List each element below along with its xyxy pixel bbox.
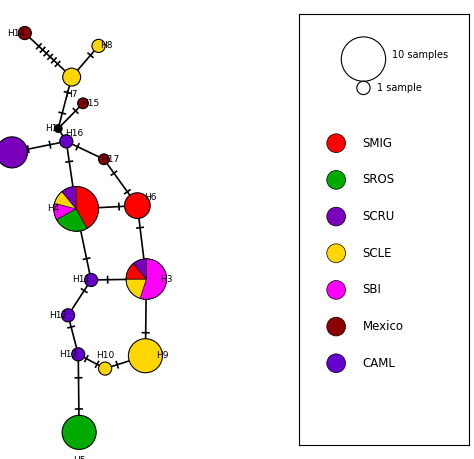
Text: H5: H5: [73, 456, 85, 459]
Text: H1: H1: [46, 124, 58, 133]
Text: H12: H12: [49, 311, 68, 320]
Ellipse shape: [62, 309, 75, 322]
Ellipse shape: [60, 135, 73, 148]
Text: H3: H3: [160, 274, 173, 284]
Text: Mexico: Mexico: [363, 320, 403, 333]
Ellipse shape: [327, 354, 346, 373]
Polygon shape: [62, 186, 76, 209]
Text: H17: H17: [101, 155, 119, 164]
Text: H11: H11: [73, 275, 91, 285]
Text: H6: H6: [144, 193, 156, 202]
Polygon shape: [54, 203, 76, 220]
Text: H7: H7: [65, 90, 78, 99]
Ellipse shape: [63, 68, 81, 86]
Text: SCRU: SCRU: [363, 210, 395, 223]
Text: SMIG: SMIG: [363, 137, 392, 150]
Ellipse shape: [327, 134, 346, 152]
Text: H10: H10: [96, 351, 114, 360]
Text: H4: H4: [46, 204, 59, 213]
Text: H16: H16: [64, 129, 83, 138]
Ellipse shape: [62, 415, 96, 449]
Text: 1 sample: 1 sample: [377, 83, 422, 93]
Ellipse shape: [99, 362, 112, 375]
Text: H9: H9: [156, 351, 169, 360]
Ellipse shape: [327, 207, 346, 226]
Text: SCLE: SCLE: [363, 247, 392, 260]
Ellipse shape: [0, 137, 27, 168]
Ellipse shape: [128, 339, 163, 373]
Ellipse shape: [125, 193, 150, 218]
Polygon shape: [56, 209, 87, 231]
Text: 10 samples: 10 samples: [392, 50, 448, 60]
Text: H14: H14: [7, 28, 25, 38]
Text: SROS: SROS: [363, 174, 395, 186]
Ellipse shape: [55, 125, 62, 132]
Polygon shape: [76, 186, 99, 229]
Ellipse shape: [357, 81, 370, 95]
Ellipse shape: [99, 154, 109, 165]
Text: SBI: SBI: [363, 283, 382, 297]
Ellipse shape: [327, 317, 346, 336]
Ellipse shape: [327, 244, 346, 263]
Ellipse shape: [341, 37, 386, 81]
Polygon shape: [133, 259, 146, 279]
Ellipse shape: [327, 280, 346, 299]
Text: CAML: CAML: [363, 357, 395, 370]
Polygon shape: [126, 263, 146, 279]
Text: H13: H13: [60, 350, 78, 359]
Ellipse shape: [72, 348, 85, 361]
Polygon shape: [140, 259, 167, 299]
Ellipse shape: [92, 39, 105, 52]
Text: H8: H8: [100, 41, 112, 50]
Ellipse shape: [18, 27, 31, 39]
Polygon shape: [126, 279, 146, 298]
Ellipse shape: [78, 98, 88, 109]
Ellipse shape: [327, 170, 346, 189]
Ellipse shape: [84, 274, 98, 286]
Text: H15: H15: [82, 99, 100, 108]
Text: H2: H2: [0, 148, 1, 157]
Polygon shape: [55, 191, 76, 209]
